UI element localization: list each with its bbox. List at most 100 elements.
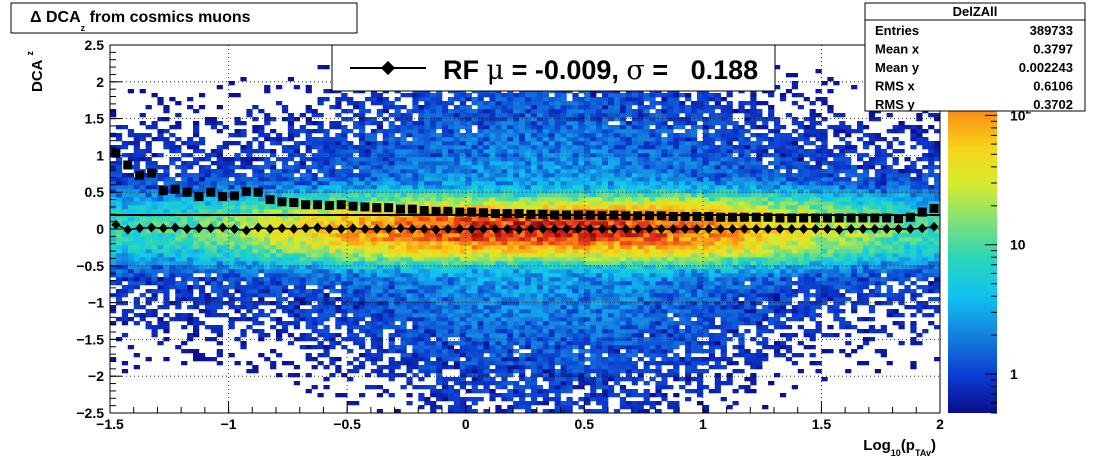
heatmap-cell	[270, 181, 277, 186]
heatmap-cell	[572, 293, 579, 298]
heatmap-cell	[157, 173, 164, 178]
heatmap-cell	[489, 329, 496, 334]
heatmap-cell	[483, 269, 490, 274]
heatmap-cell	[234, 201, 241, 206]
heatmap-cell	[121, 125, 129, 130]
heatmap-cell	[459, 265, 467, 270]
heatmap-cell	[133, 269, 140, 274]
heatmap-cell	[536, 257, 544, 262]
heatmap-cell	[376, 165, 384, 170]
heatmap-cell	[400, 121, 407, 126]
heatmap-cell	[246, 225, 253, 230]
heatmap-cell	[459, 405, 467, 410]
heatmap-cell	[459, 329, 467, 334]
heatmap-cell	[465, 369, 472, 374]
heatmap-cell	[157, 245, 164, 250]
heatmap-cell	[270, 129, 277, 134]
heatmap-cell	[453, 281, 461, 286]
heatmap-cell	[210, 297, 218, 302]
heatmap-cell	[412, 261, 419, 266]
heatmap-cell	[258, 237, 265, 242]
heatmap-cell	[359, 141, 366, 146]
heatmap-cell	[276, 237, 283, 242]
heatmap-cell	[264, 233, 271, 238]
heatmap-cell	[287, 313, 295, 318]
heatmap-cell	[370, 157, 378, 162]
heatmap-cell	[542, 329, 550, 334]
heatmap-cell	[175, 317, 182, 322]
heatmap-cell	[115, 133, 123, 138]
heatmap-cell	[198, 181, 206, 186]
heatmap-cell	[145, 205, 152, 210]
heatmap-cell	[447, 137, 455, 142]
heatmap-cell	[347, 261, 354, 266]
heatmap-cell	[121, 289, 129, 294]
heatmap-cell	[471, 361, 478, 366]
heatmap-cell	[264, 333, 271, 338]
heatmap-cell	[471, 341, 478, 346]
heatmap-cell	[347, 97, 354, 102]
heatmap-cell	[530, 277, 538, 282]
heatmap-cell	[145, 141, 152, 146]
heatmap-cell	[323, 141, 330, 146]
heatmap-cell	[453, 277, 461, 282]
heatmap-cell	[281, 245, 289, 250]
heatmap-cell	[364, 169, 372, 174]
heatmap-cell	[299, 269, 306, 274]
heatmap-cell	[530, 113, 538, 118]
heatmap-cell	[447, 405, 455, 410]
heatmap-cell	[163, 165, 170, 170]
heatmap-cell	[459, 217, 467, 222]
heatmap-cell	[204, 301, 212, 306]
heatmap-cell	[442, 393, 449, 398]
heatmap-cell	[311, 193, 318, 198]
heatmap-cell	[406, 189, 413, 194]
heatmap-cell	[430, 129, 437, 134]
heatmap-cell	[394, 117, 401, 122]
heatmap-cell	[305, 117, 312, 122]
heatmap-cell	[240, 289, 247, 294]
heatmap-cell	[507, 157, 514, 162]
heatmap-cell	[436, 133, 443, 138]
heatmap-cell	[175, 253, 182, 258]
heatmap-cell	[293, 305, 301, 310]
heatmap-cell	[471, 193, 478, 198]
heatmap-cell	[353, 305, 360, 310]
heatmap-cell	[394, 277, 401, 282]
heatmap-cell	[525, 257, 532, 262]
heatmap-cell	[323, 377, 330, 382]
heatmap-cell	[436, 201, 443, 206]
heatmap-cell	[394, 177, 401, 182]
heatmap-cell	[436, 161, 443, 166]
heatmap-cell	[578, 385, 585, 390]
heatmap-cell	[347, 305, 354, 310]
heatmap-cell	[430, 317, 437, 322]
heatmap-cell	[542, 237, 550, 242]
heatmap-cell	[341, 97, 348, 102]
heatmap-cell	[519, 221, 526, 226]
heatmap-cell	[548, 101, 555, 106]
heatmap-cell	[471, 333, 478, 338]
heatmap-cell	[447, 185, 455, 190]
heatmap-cell	[447, 357, 455, 362]
heatmap-cell	[175, 289, 182, 294]
heatmap-cell	[341, 173, 348, 178]
heatmap-cell	[270, 189, 277, 194]
heatmap-cell	[406, 121, 413, 126]
heatmap-cell	[513, 277, 520, 282]
heatmap-cell	[151, 201, 158, 206]
heatmap-cell	[157, 117, 164, 122]
heatmap-cell	[187, 269, 194, 274]
heatmap-cell	[270, 265, 277, 270]
heatmap-cell	[465, 337, 472, 342]
heatmap-cell	[536, 273, 544, 278]
heatmap-cell	[335, 289, 342, 294]
heatmap-cell	[317, 313, 324, 318]
heatmap-cell	[169, 281, 176, 286]
heatmap-cell	[110, 253, 117, 258]
heatmap-cell	[121, 321, 129, 326]
heatmap-cell	[281, 149, 289, 154]
heatmap-cell	[442, 141, 449, 146]
heatmap-cell	[519, 113, 526, 118]
heatmap-cell	[382, 293, 389, 298]
